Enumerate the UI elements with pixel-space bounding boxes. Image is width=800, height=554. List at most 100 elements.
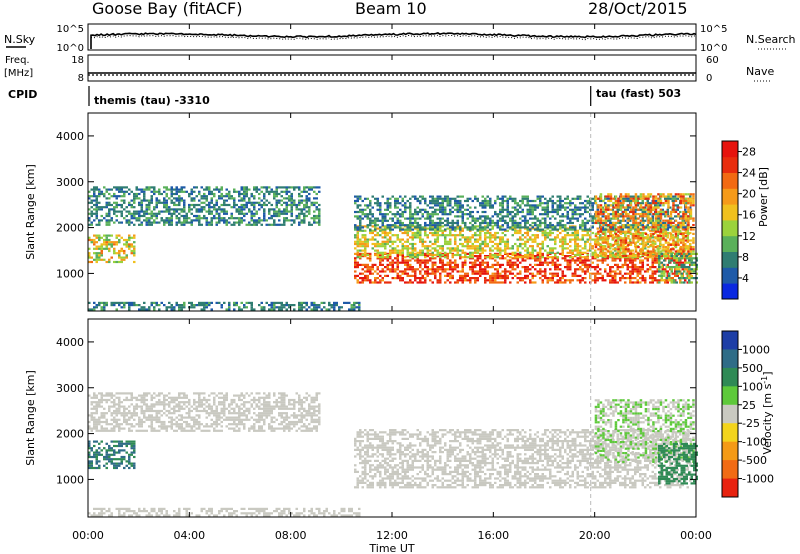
scatter-cell (546, 281, 549, 284)
scatter-cell (496, 256, 499, 259)
scatter-cell (366, 268, 369, 271)
scatter-cell (115, 201, 118, 204)
scatter-cell (188, 206, 191, 209)
scatter-cell (399, 270, 402, 273)
scatter-cell (178, 203, 181, 207)
scatter-cell (564, 240, 567, 243)
scatter-cell (98, 201, 101, 204)
scatter-cell (318, 214, 321, 218)
scatter-cell (369, 256, 372, 259)
scatter-cell (288, 199, 291, 202)
scatter-cell (110, 219, 113, 222)
scatter-cell (597, 230, 600, 233)
scatter-cell (474, 238, 477, 241)
scatter-cell (484, 206, 487, 209)
scatter-cell (240, 203, 243, 207)
scatter-cell (534, 281, 537, 284)
scatter-cell (253, 308, 256, 311)
scatter-cell (170, 214, 173, 218)
scatter-cell (285, 210, 288, 213)
scatter-cell (561, 224, 564, 227)
scatter-cell (88, 301, 91, 304)
scatter-cell (414, 253, 417, 257)
scatter-cell (446, 199, 449, 203)
scatter-cell (105, 241, 108, 244)
scatter-cell (602, 239, 605, 242)
scatter-cell (554, 274, 557, 277)
scatter-cell (622, 206, 625, 209)
scatter-cell (88, 212, 91, 215)
scatter-cell (461, 234, 464, 237)
scatter-cell (514, 215, 517, 218)
scatter-cell (364, 247, 367, 250)
scatter-cell (218, 221, 221, 224)
scatter-cell (394, 226, 397, 229)
scatter-cell (526, 199, 529, 203)
scatter-cell (451, 234, 454, 237)
scatter-cell (366, 213, 369, 216)
scatter-cell (671, 195, 674, 198)
scatter-cell (689, 206, 692, 209)
scatter-cell (519, 210, 522, 214)
scatter-cell (619, 230, 623, 233)
scatter-cell (632, 213, 635, 216)
scatter-cell (521, 247, 524, 250)
scatter-cell (113, 201, 116, 204)
scatter-cell (642, 197, 645, 200)
scatter-cell (285, 212, 288, 215)
scatter-cell (444, 195, 447, 198)
scatter-cell (551, 251, 554, 254)
scatter-cell (243, 212, 246, 215)
scatter-cell (426, 261, 429, 264)
scatter-cell (461, 266, 464, 269)
scatter-cell (634, 235, 638, 238)
scatter-cell (559, 279, 562, 282)
scatter-cell (471, 242, 474, 246)
scatter-cell (607, 224, 610, 227)
scatter-cell (250, 304, 253, 307)
scatter-cell (426, 272, 429, 275)
scatter-cell (459, 238, 462, 241)
scatter-cell (466, 204, 469, 207)
scatter-cell (516, 247, 519, 250)
scatter-cell (295, 186, 298, 189)
scatter-cell (260, 306, 263, 309)
scatter-cell (529, 213, 532, 216)
scatter-cell (501, 208, 504, 211)
scatter-cell (355, 301, 358, 304)
scatter-cell (536, 256, 539, 259)
scatter-cell (138, 223, 141, 226)
scatter-cell (616, 221, 619, 225)
scatter-cell (268, 217, 271, 220)
scatter-cell (95, 186, 98, 189)
scatter-cell (416, 206, 419, 209)
scatter-cell (133, 197, 136, 200)
scatter-cell (210, 219, 213, 222)
scatter-cell (168, 306, 171, 309)
scatter-cell (260, 199, 263, 202)
scatter-cell (133, 304, 136, 307)
scatter-cell (138, 214, 141, 218)
scatter-cell (303, 306, 306, 309)
scatter-cell (168, 223, 171, 226)
scatter-cell (426, 255, 429, 258)
scatter-cell (446, 202, 449, 205)
scatter-cell (581, 234, 584, 237)
scatter-cell (356, 204, 359, 207)
scatter-cell (514, 242, 517, 246)
scatter-cell (479, 274, 482, 277)
scatter-cell (604, 197, 607, 200)
scatter-cell (496, 277, 499, 280)
scatter-cell (233, 190, 236, 193)
scatter-cell (188, 192, 191, 196)
scatter-cell (429, 259, 432, 262)
scatter-cell (270, 301, 273, 304)
scatter-cell (318, 190, 321, 193)
scatter-cell (626, 277, 629, 280)
scatter-cell (611, 238, 614, 241)
power-cells (88, 186, 698, 311)
scatter-cell (258, 197, 261, 200)
scatter-cell (479, 245, 482, 248)
scatter-cell (464, 245, 467, 248)
scatter-cell (524, 219, 527, 222)
